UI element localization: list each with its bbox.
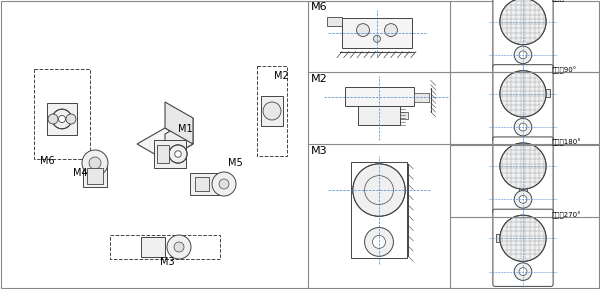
Bar: [519, 187, 527, 193]
Bar: [195, 177, 209, 191]
FancyBboxPatch shape: [493, 209, 553, 286]
Circle shape: [353, 164, 405, 216]
Circle shape: [500, 0, 546, 45]
Circle shape: [519, 195, 527, 203]
Circle shape: [514, 118, 532, 136]
Bar: [261, 96, 283, 126]
Bar: [326, 17, 342, 26]
Bar: [141, 237, 165, 257]
Text: M4: M4: [73, 168, 88, 178]
Circle shape: [48, 114, 58, 124]
Bar: [87, 168, 103, 184]
Bar: [413, 92, 428, 101]
Bar: [154, 140, 186, 168]
Circle shape: [169, 145, 187, 163]
Text: M6: M6: [311, 2, 328, 12]
Circle shape: [59, 116, 65, 123]
Bar: [83, 165, 107, 187]
Circle shape: [500, 143, 546, 189]
Circle shape: [519, 123, 527, 131]
Circle shape: [514, 46, 532, 64]
Circle shape: [89, 157, 101, 169]
Bar: [344, 87, 413, 106]
Circle shape: [365, 227, 394, 256]
Circle shape: [500, 71, 546, 117]
Bar: [496, 234, 502, 242]
Polygon shape: [137, 128, 193, 160]
Circle shape: [373, 236, 385, 249]
Bar: [544, 89, 550, 97]
Polygon shape: [165, 102, 193, 144]
Circle shape: [356, 24, 370, 36]
Text: 接线盒180°: 接线盒180°: [552, 139, 582, 146]
Text: M6: M6: [40, 156, 55, 166]
Bar: [519, 0, 527, 1]
Circle shape: [175, 151, 181, 157]
Bar: [47, 103, 77, 135]
Bar: [157, 145, 169, 163]
Text: M1: M1: [178, 124, 193, 134]
Circle shape: [167, 235, 191, 259]
FancyBboxPatch shape: [493, 137, 553, 214]
Bar: [342, 18, 412, 48]
Polygon shape: [165, 118, 193, 160]
Polygon shape: [110, 235, 220, 259]
Bar: [400, 112, 408, 119]
Circle shape: [219, 179, 229, 189]
Text: M3: M3: [160, 257, 175, 267]
Circle shape: [263, 102, 281, 120]
Circle shape: [373, 35, 380, 42]
FancyBboxPatch shape: [493, 0, 553, 70]
Circle shape: [82, 150, 108, 176]
Text: 接线盒90°: 接线盒90°: [552, 67, 577, 74]
Bar: [351, 162, 407, 258]
Bar: [358, 106, 400, 125]
Polygon shape: [257, 66, 287, 156]
Bar: [190, 173, 220, 195]
FancyBboxPatch shape: [493, 65, 553, 142]
Text: M2: M2: [274, 71, 289, 81]
Polygon shape: [34, 69, 90, 159]
Circle shape: [500, 215, 546, 262]
Circle shape: [212, 172, 236, 196]
Circle shape: [385, 24, 397, 36]
Text: 接线盒0°: 接线盒0°: [552, 0, 573, 2]
Circle shape: [174, 242, 184, 252]
Circle shape: [66, 114, 76, 124]
Text: M5: M5: [228, 158, 243, 168]
Circle shape: [514, 190, 532, 208]
Circle shape: [519, 268, 527, 275]
Circle shape: [519, 51, 527, 59]
Circle shape: [52, 109, 72, 129]
Text: M2: M2: [311, 74, 328, 84]
Text: M3: M3: [311, 146, 328, 156]
Circle shape: [514, 263, 532, 280]
Text: 接线盒270°: 接线盒270°: [552, 211, 582, 218]
